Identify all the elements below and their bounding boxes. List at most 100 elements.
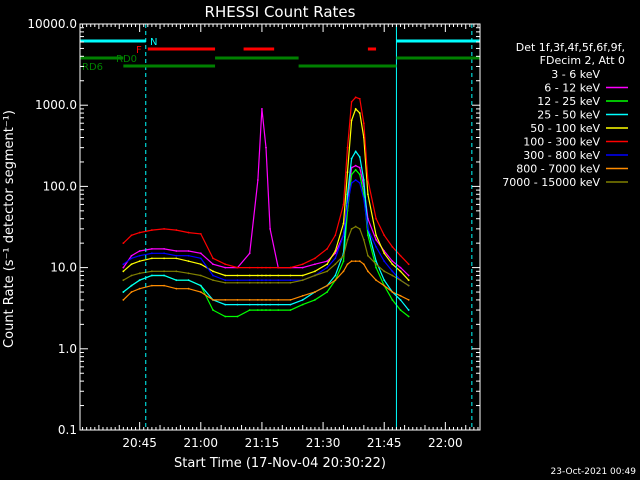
data-point-300-800-kev (175, 254, 178, 257)
data-point-800-7000-kev (362, 263, 365, 266)
data-point-3-6-kev (391, 266, 394, 269)
y-tick-label: 10000.0 (27, 17, 77, 31)
data-point-6-12-kev (391, 260, 394, 263)
data-point-6-12-kev (163, 247, 166, 250)
data-point-6-12-kev (358, 166, 361, 169)
data-point-7000-15000-kev (236, 281, 239, 284)
data-point-50-100-kev (150, 257, 153, 260)
data-point-25-50-kev (346, 193, 349, 196)
data-point-300-800-kev (248, 279, 251, 282)
data-point-100-300-kev (362, 122, 365, 125)
data-point-800-7000-kev (248, 299, 251, 301)
data-point-25-50-kev (163, 274, 166, 277)
data-point-100-300-kev (342, 203, 345, 206)
data-point-50-100-kev (334, 250, 337, 252)
data-point-300-800-kev (224, 279, 227, 282)
data-point-7000-15000-kev (354, 225, 357, 228)
data-point-7000-15000-kev (346, 238, 349, 241)
data-point-800-7000-kev (122, 299, 125, 301)
data-point-300-800-kev (130, 257, 133, 260)
data-point-7000-15000-kev (326, 270, 329, 273)
data-point-3-6-kev (375, 242, 377, 245)
legend-label: 50 - 100 keV (530, 122, 600, 135)
data-point-50-100-kev (261, 274, 263, 277)
data-point-6-12-kev (269, 227, 271, 230)
data-point-25-50-kev (138, 279, 141, 282)
data-point-800-7000-kev (265, 299, 267, 301)
data-point-12-25-kev (248, 309, 251, 311)
data-point-50-100-kev (407, 279, 410, 282)
data-point-50-100-kev (354, 108, 357, 110)
data-point-7000-15000-kev (289, 281, 292, 284)
x-axis-label: Start Time (17-Nov-04 20:30:22) (174, 456, 386, 471)
data-point-800-7000-kev (375, 279, 377, 282)
data-point-7000-15000-kev (175, 270, 178, 273)
x-tick-label: 22:00 (428, 436, 463, 450)
data-point-6-12-kev (187, 250, 190, 252)
data-point-3-6-kev (399, 274, 402, 277)
data-point-800-7000-kev (334, 279, 337, 282)
data-point-100-300-kev (175, 229, 178, 231)
data-point-300-800-kev (383, 260, 386, 263)
data-point-6-12-kev (261, 108, 263, 110)
data-point-300-800-kev (256, 279, 259, 282)
data-point-100-300-kev (375, 217, 377, 220)
data-point-800-7000-kev (187, 287, 190, 290)
axes: 0.1 1.0 10.0 100.0 1000.0 10000.0 20:45 21:00 21… (27, 17, 481, 450)
data-point-300-800-kev (358, 182, 361, 184)
data-point-300-800-kev (122, 263, 125, 266)
data-point-3-6-kev (354, 185, 357, 188)
data-point-6-12-kev (354, 164, 357, 167)
data-point-100-300-kev (224, 263, 227, 266)
data-point-100-300-kev (236, 266, 239, 269)
data-point-100-300-kev (199, 233, 202, 235)
data-point-800-7000-kev (399, 294, 402, 297)
data-point-12-25-kev (399, 309, 402, 311)
data-point-12-25-kev (358, 173, 361, 176)
data-point-3-6-kev (350, 193, 353, 196)
data-point-12-25-kev (391, 299, 394, 301)
data-point-25-50-kev (187, 279, 190, 282)
data-point-12-25-kev (236, 315, 239, 318)
data-point-50-100-kev (391, 263, 394, 266)
data-point-800-7000-kev (130, 291, 133, 293)
data-point-3-6-kev (277, 270, 280, 273)
data-point-50-100-kev (350, 119, 353, 122)
data-point-50-100-kev (248, 274, 251, 277)
data-point-7000-15000-kev (399, 279, 402, 282)
data-point-100-300-kev (334, 234, 337, 237)
data-point-25-50-kev (224, 303, 227, 306)
legend-header-line-1: Det 1f,3f,4f,5f,6f,9f, (516, 41, 625, 54)
data-point-800-7000-kev (354, 260, 357, 263)
data-point-800-7000-kev (269, 299, 271, 301)
data-point-25-50-kev (199, 284, 202, 287)
data-point-3-6-kev (265, 270, 267, 273)
series-line-800-7000-kev (122, 260, 409, 301)
data-point-12-25-kev (256, 309, 259, 311)
data-point-7000-15000-kev (314, 274, 316, 277)
data-point-7000-15000-kev (367, 254, 369, 257)
data-point-6-12-kev (175, 250, 178, 252)
plot-frame (79, 23, 481, 431)
legend-header-line-2: FDecim 2, Att 0 (540, 54, 625, 67)
data-point-300-800-kev (289, 279, 292, 282)
data-point-6-12-kev (224, 266, 227, 269)
data-point-100-300-kev (277, 266, 280, 269)
data-point-800-7000-kev (256, 299, 259, 301)
y-tick-label: 1000.0 (35, 98, 77, 112)
x-tick-label: 21:15 (245, 436, 280, 450)
data-point-300-800-kev (354, 179, 357, 181)
data-point-800-7000-kev (314, 291, 316, 293)
data-point-6-12-kev (399, 266, 402, 269)
data-point-7000-15000-kev (350, 227, 353, 230)
data-point-3-6-kev (383, 254, 386, 257)
data-point-12-25-kev (269, 309, 271, 311)
x-tick-label: 21:00 (183, 436, 218, 450)
data-point-12-25-kev (289, 309, 292, 311)
data-point-300-800-kev (150, 252, 153, 255)
data-point-7000-15000-kev (122, 279, 125, 282)
data-point-50-100-kev (212, 270, 214, 273)
data-point-6-12-kev (138, 250, 141, 252)
data-point-25-50-kev (375, 260, 377, 263)
